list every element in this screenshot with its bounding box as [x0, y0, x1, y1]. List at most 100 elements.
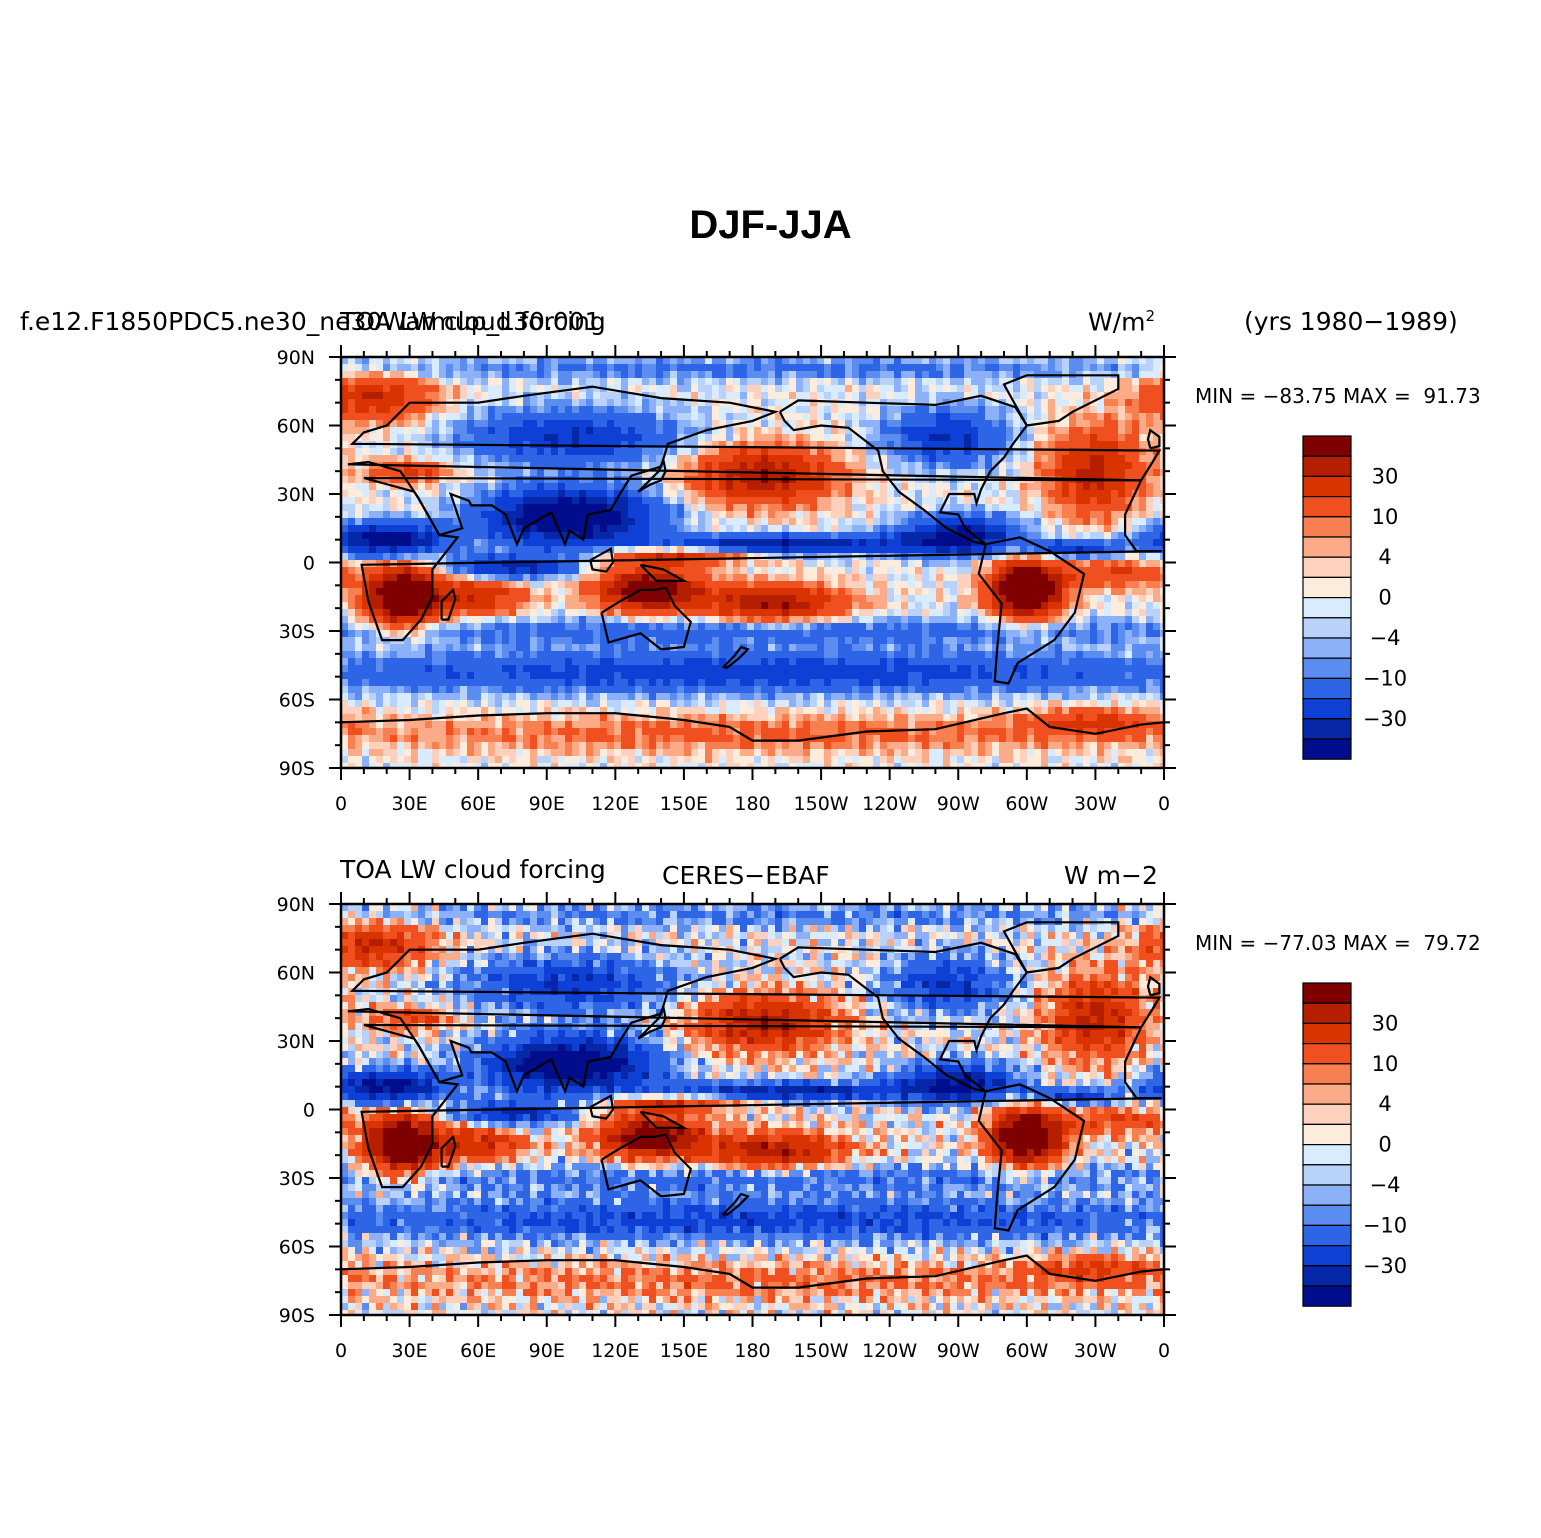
map-cell [628, 399, 636, 407]
map-cell [789, 539, 797, 547]
map-cell [810, 441, 818, 449]
map-cell [1020, 644, 1028, 652]
map-cell [1111, 385, 1119, 393]
map-cell [677, 441, 685, 449]
map-cell [684, 497, 692, 505]
map-cell [1062, 364, 1070, 372]
map-cell [1055, 455, 1063, 463]
map-cell [922, 595, 930, 603]
map-cell [495, 497, 503, 505]
map-cell [614, 413, 622, 421]
map-cell [859, 630, 867, 638]
map-cell [509, 511, 517, 519]
map-cell [1090, 539, 1098, 547]
map-cell [768, 385, 776, 393]
map-cell [1132, 392, 1140, 400]
map-cell [572, 497, 580, 505]
map-cell [586, 560, 594, 568]
map-cell [852, 609, 860, 617]
map-cell [838, 364, 846, 372]
map-cell [1083, 574, 1091, 582]
map-cell [747, 574, 755, 582]
map-cell [1104, 525, 1112, 533]
map-cell [551, 434, 559, 442]
map-cell [1132, 364, 1140, 372]
map-cell [460, 616, 468, 624]
map-cell [488, 434, 496, 442]
map-cell [579, 427, 587, 435]
map-cell [1027, 511, 1035, 519]
map-cell [397, 399, 405, 407]
map-cell [901, 504, 909, 512]
map-cell [642, 504, 650, 512]
map-cell [810, 399, 818, 407]
map-cell [1125, 399, 1133, 407]
map-cell [796, 497, 804, 505]
map-cell [719, 378, 727, 386]
map-cell [537, 609, 545, 617]
map-cell [824, 644, 832, 652]
map-cell [796, 504, 804, 512]
map-cell [635, 357, 643, 365]
map-cell [565, 364, 573, 372]
map-cell [523, 420, 531, 428]
map-cell [1069, 623, 1077, 631]
map-cell [782, 644, 790, 652]
map-cell [684, 441, 692, 449]
map-cell [831, 588, 839, 596]
map-cell [628, 455, 636, 463]
map-cell [509, 483, 517, 491]
map-cell [852, 574, 860, 582]
map-cell [957, 483, 965, 491]
map-cell [446, 427, 454, 435]
map-cell [460, 434, 468, 442]
map-cell [740, 581, 748, 589]
map-cell [768, 546, 776, 554]
map-cell [782, 609, 790, 617]
map-cell [1006, 539, 1014, 547]
map-cell [712, 644, 720, 652]
map-cell [712, 574, 720, 582]
map-cell [866, 504, 874, 512]
map-cell [873, 504, 881, 512]
map-cell [404, 427, 412, 435]
map-cell [943, 462, 951, 470]
map-cell [649, 609, 657, 617]
map-cell [1118, 511, 1126, 519]
map-cell [1055, 602, 1063, 610]
map-cell [523, 378, 531, 386]
map-cell [432, 581, 440, 589]
map-cell [845, 364, 853, 372]
map-cell [481, 420, 489, 428]
map-cell [943, 630, 951, 638]
map-cell [488, 539, 496, 547]
map-cell [614, 539, 622, 547]
map-cell [411, 476, 419, 484]
map-cell [761, 420, 769, 428]
map-cell [628, 406, 636, 414]
map-cell [376, 539, 384, 547]
map-cell [558, 560, 566, 568]
map-cell [985, 616, 993, 624]
map-cell [579, 413, 587, 421]
map-cell [1111, 567, 1119, 575]
map-cell [502, 574, 510, 582]
map-cell [579, 469, 587, 477]
map-cell [852, 357, 860, 365]
map-cell [985, 630, 993, 638]
map-cell [712, 504, 720, 512]
map-cell [782, 441, 790, 449]
map-cell [929, 504, 937, 512]
map-cell [551, 392, 559, 400]
map-cell [957, 581, 965, 589]
map-cell [1132, 539, 1140, 547]
map-cell [691, 490, 699, 498]
map-cell [817, 371, 825, 379]
map-cell [691, 560, 699, 568]
map-cell [1104, 448, 1112, 456]
map-cell [1013, 539, 1021, 547]
map-cell [1118, 602, 1126, 610]
map-cell [964, 364, 972, 372]
map-cell [1027, 567, 1035, 575]
map-cell [894, 462, 902, 470]
